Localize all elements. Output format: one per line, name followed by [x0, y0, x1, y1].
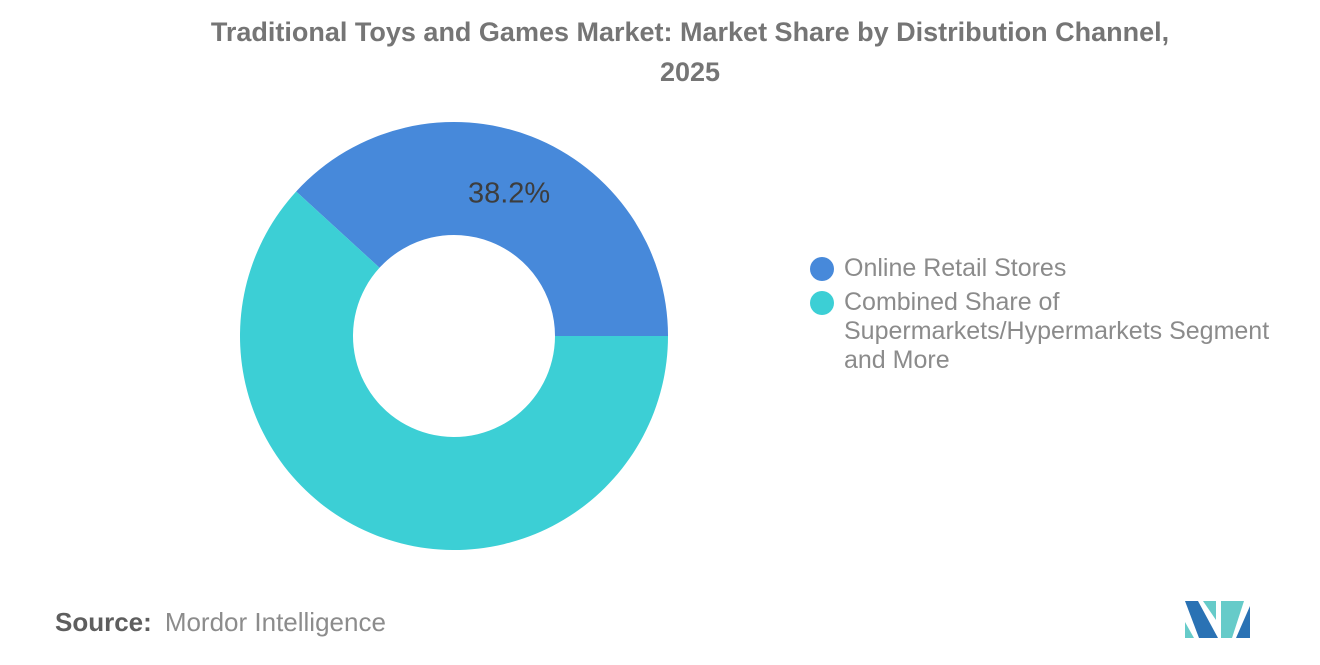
legend-marker	[810, 257, 834, 281]
source-line: Source: Mordor Intelligence	[55, 607, 386, 638]
pie-slice[interactable]	[296, 121, 668, 336]
slice-data-label: 38.2%	[467, 177, 551, 210]
legend-label: Online Retail Stores	[844, 254, 1067, 282]
chart-title: Traditional Toys and Games Market: Marke…	[90, 12, 1290, 92]
legend-marker	[810, 291, 834, 315]
legend-item[interactable]: Online Retail Stores	[810, 254, 1280, 283]
source-value: Mordor Intelligence	[164, 607, 386, 637]
logo-shape-teal-right	[1221, 601, 1244, 638]
pie-slice[interactable]	[240, 191, 668, 550]
logo-shape-blue-diagonal	[1185, 601, 1218, 638]
source-label: Source:	[55, 607, 152, 637]
chart-legend: Online Retail Stores Combined Share of Su…	[810, 254, 1280, 380]
mordor-intelligence-logo	[1185, 601, 1250, 638]
logo-shape-teal-left	[1185, 622, 1194, 638]
chart-title-line1: Traditional Toys and Games Market: Marke…	[210, 17, 1170, 47]
logo-shape-teal-middle	[1203, 601, 1216, 620]
legend-label: Combined Share of Supermarkets/Hypermark…	[844, 288, 1270, 374]
chart-title-line2: 2025	[659, 57, 721, 87]
legend-item[interactable]: Combined Share of Supermarkets/Hypermark…	[810, 288, 1280, 375]
logo-shape-blue-right	[1236, 606, 1250, 638]
